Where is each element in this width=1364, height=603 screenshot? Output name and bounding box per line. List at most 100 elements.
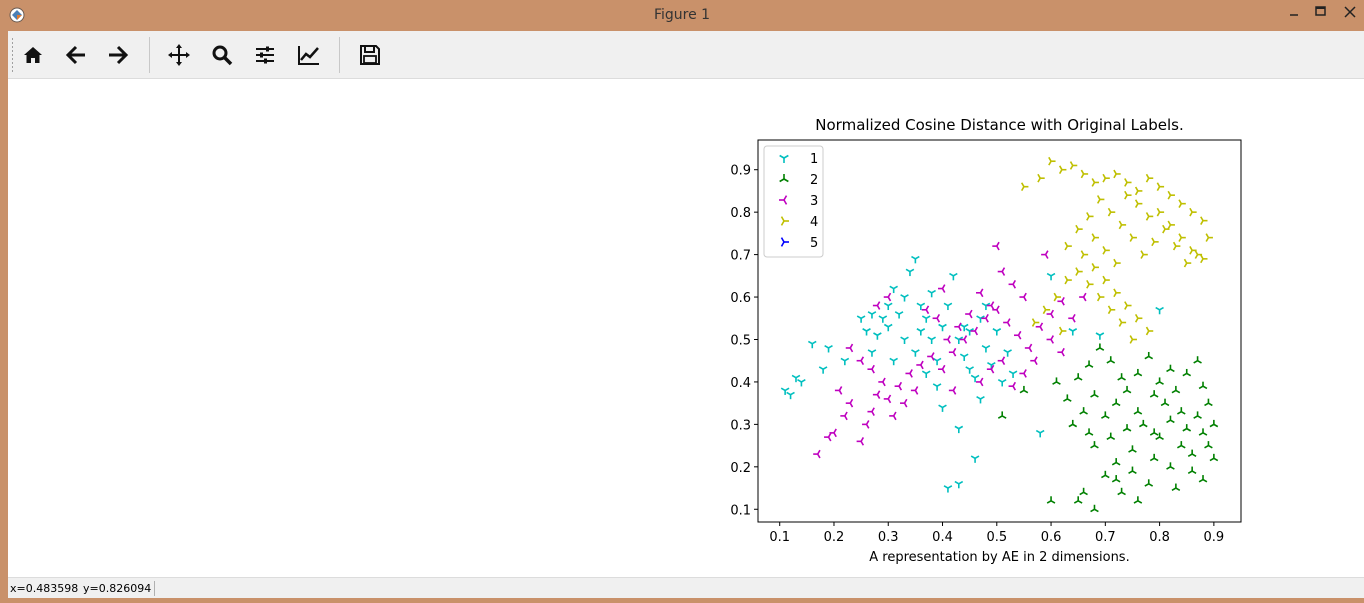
- data-point-series-1: [873, 332, 882, 340]
- data-point-series-1: [997, 378, 1007, 387]
- data-point-series-4: [1037, 173, 1045, 183]
- data-point-series-2: [1111, 458, 1121, 466]
- figure-canvas[interactable]: Normalized Cosine Distance with Original…: [8, 79, 1364, 577]
- data-point-series-1: [992, 328, 1002, 336]
- data-point-series-1: [883, 323, 893, 332]
- data-point-series-4: [1080, 250, 1089, 259]
- data-point-series-2: [1193, 356, 1202, 364]
- home-button[interactable]: [17, 39, 49, 71]
- data-point-series-2: [1079, 407, 1088, 415]
- data-point-series-4: [1156, 182, 1165, 192]
- data-point-series-4: [1145, 326, 1154, 336]
- window-titlebar[interactable]: Figure 1: [0, 0, 1364, 31]
- zoom-icon: [212, 45, 233, 66]
- data-point-series-1: [889, 357, 898, 366]
- data-point-series-3: [927, 352, 935, 361]
- data-point-series-2: [1019, 385, 1029, 394]
- data-point-series-4: [1205, 233, 1213, 242]
- y-tick-label: 0.8: [730, 206, 751, 221]
- data-point-series-4: [1124, 178, 1132, 187]
- legend-label: 5: [810, 236, 818, 251]
- maximize-icon[interactable]: [1307, 2, 1335, 24]
- data-point-series-3: [938, 364, 946, 374]
- data-point-series-3: [1013, 330, 1022, 340]
- legend-label: 1: [810, 152, 818, 167]
- data-point-series-2: [1209, 419, 1219, 428]
- customize-button[interactable]: [293, 39, 325, 71]
- zoom-button[interactable]: [206, 39, 238, 71]
- data-point-series-2: [1149, 428, 1159, 436]
- data-point-series-1: [970, 455, 980, 463]
- data-point-series-1: [1068, 328, 1078, 336]
- data-point-series-4: [1107, 305, 1116, 315]
- legend-marker-2: [779, 174, 789, 183]
- data-point-series-4: [1102, 246, 1110, 255]
- legend-label: 4: [810, 215, 818, 230]
- data-point-series-3: [965, 309, 973, 319]
- data-point-series-1: [954, 425, 964, 434]
- data-point-series-2: [1122, 424, 1132, 432]
- status-x-coordinate: x=0.483598: [10, 582, 79, 595]
- data-point-series-1: [786, 391, 795, 400]
- data-point-series-4: [1091, 233, 1099, 242]
- x-tick-label: 0.7: [1095, 530, 1116, 545]
- data-point-series-4: [1086, 279, 1094, 289]
- data-point-series-1: [1003, 349, 1012, 357]
- pan-button[interactable]: [163, 39, 195, 71]
- data-point-series-3: [845, 343, 854, 353]
- close-icon[interactable]: [1340, 2, 1364, 24]
- status-y-coordinate: y=0.826094: [83, 582, 152, 595]
- data-point-series-1: [856, 315, 866, 323]
- save-button[interactable]: [354, 39, 386, 71]
- forward-button[interactable]: [102, 39, 134, 71]
- data-point-series-2: [1052, 377, 1061, 385]
- data-point-series-1: [965, 366, 974, 374]
- data-point-series-4: [1064, 275, 1072, 285]
- x-tick-label: 0.4: [932, 530, 953, 545]
- data-point-series-3: [867, 364, 875, 374]
- data-point-series-4: [1189, 246, 1197, 255]
- forward-arrow-icon: [109, 45, 129, 65]
- data-point-series-4: [1031, 318, 1040, 327]
- minimize-icon[interactable]: [1282, 2, 1310, 24]
- data-point-series-4: [1096, 195, 1105, 204]
- data-point-series-4: [1069, 161, 1078, 170]
- data-point-series-3: [1079, 292, 1087, 302]
- data-point-series-3: [1030, 356, 1038, 366]
- data-point-series-3: [1019, 369, 1027, 378]
- data-point-series-3: [840, 411, 848, 421]
- data-point-series-3: [829, 428, 837, 438]
- data-point-series-1: [1155, 306, 1164, 315]
- data-point-series-4: [1113, 258, 1121, 268]
- data-point-series-1: [970, 374, 980, 383]
- data-point-series-2: [1128, 445, 1137, 453]
- data-point-series-4: [1167, 190, 1175, 200]
- data-point-series-3: [834, 386, 843, 395]
- data-point-series-4: [1178, 233, 1186, 242]
- data-point-series-4: [1145, 173, 1154, 183]
- data-point-series-1: [927, 289, 936, 298]
- data-point-series-2: [1198, 475, 1208, 483]
- data-point-series-2: [1176, 441, 1186, 449]
- data-point-series-3: [932, 313, 941, 323]
- data-point-series-4: [1080, 169, 1089, 179]
- data-point-series-2: [1144, 479, 1154, 487]
- subplots-button[interactable]: [249, 39, 281, 71]
- data-point-series-3: [943, 335, 951, 344]
- back-button[interactable]: [60, 39, 92, 71]
- data-point-series-2: [1198, 381, 1208, 390]
- data-point-series-3: [905, 369, 913, 378]
- plot-frame: [757, 139, 1242, 523]
- data-point-series-3: [1019, 292, 1027, 302]
- x-tick-label: 0.9: [1204, 530, 1225, 545]
- data-point-series-2: [1046, 496, 1056, 504]
- data-point-series-1: [916, 328, 926, 336]
- x-tick-label: 0.8: [1149, 530, 1170, 545]
- toolbar-grip[interactable]: [11, 37, 14, 73]
- data-point-series-4: [1075, 267, 1083, 276]
- scatter-chart[interactable]: Normalized Cosine Distance with Original…: [8, 79, 1364, 577]
- data-point-series-2: [1166, 415, 1175, 424]
- data-point-series-4: [1145, 212, 1154, 221]
- window-title: Figure 1: [653, 7, 711, 23]
- data-point-series-2: [1122, 385, 1132, 394]
